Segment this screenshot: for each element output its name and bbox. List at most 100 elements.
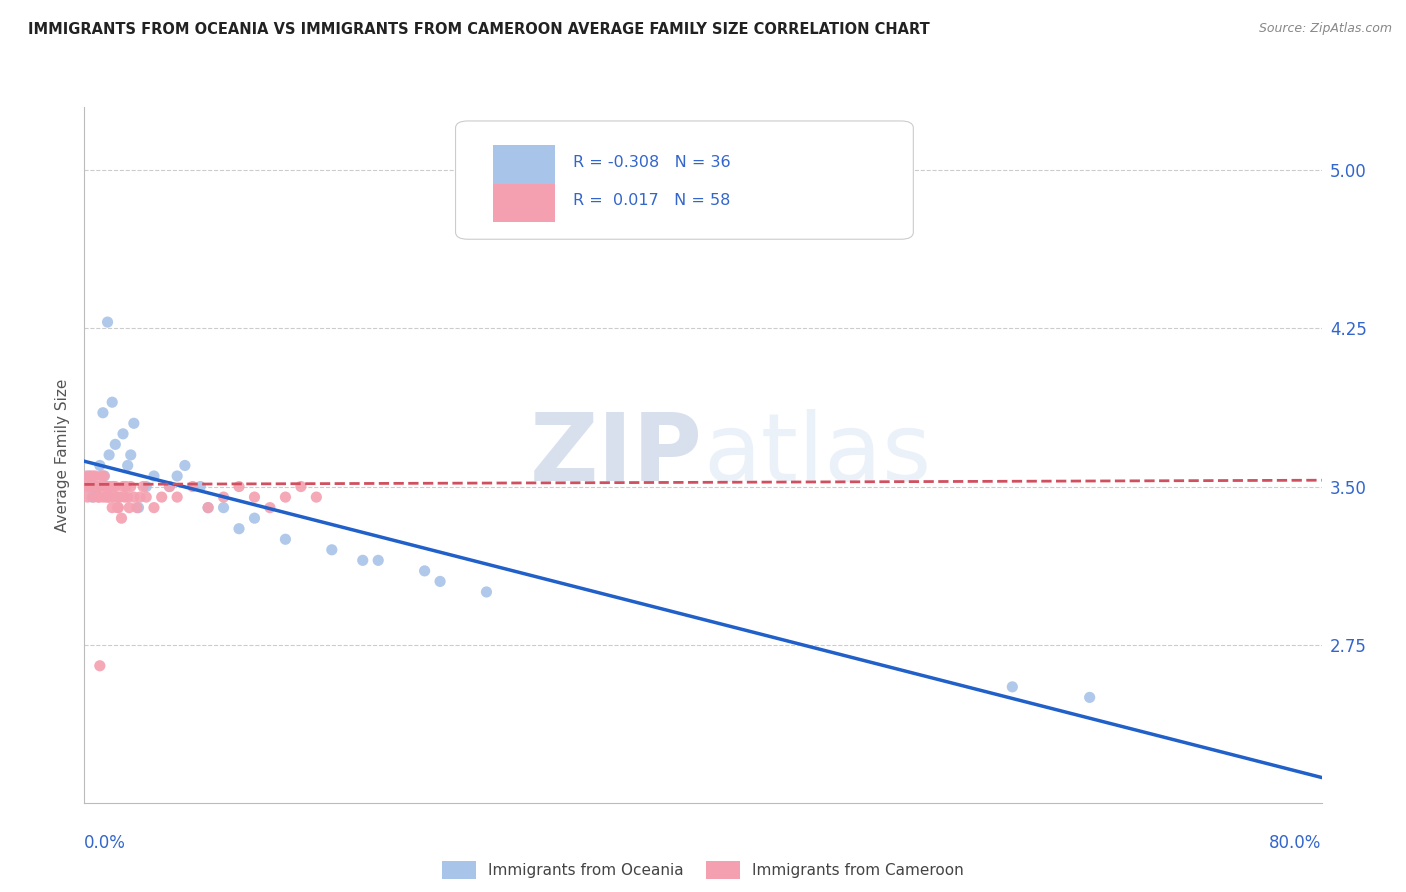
Point [188, 479, 212, 493]
Point [104, 479, 127, 493]
Point [122, 417, 145, 431]
Point [117, 458, 139, 473]
Point [132, 479, 155, 493]
Text: atlas: atlas [703, 409, 931, 501]
Point [274, 533, 297, 547]
Text: IMMIGRANTS FROM OCEANIA VS IMMIGRANTS FROM CAMEROON AVERAGE FAMILY SIZE CORRELAT: IMMIGRANTS FROM OCEANIA VS IMMIGRANTS FR… [28, 22, 929, 37]
Point [94, 490, 117, 504]
Point [89, 479, 111, 493]
Point [84, 469, 107, 483]
Point [143, 469, 166, 483]
Point [118, 500, 141, 515]
Point [117, 490, 139, 504]
Point [115, 479, 138, 493]
Point [110, 511, 132, 525]
Point [259, 500, 281, 515]
Point [91, 490, 114, 504]
Point [413, 564, 436, 578]
Point [181, 479, 204, 493]
Point [107, 490, 129, 504]
Point [82, 469, 104, 483]
Point [105, 490, 128, 504]
Point [135, 490, 157, 504]
Point [243, 490, 266, 504]
Point [174, 458, 197, 473]
Point [83, 490, 105, 504]
Point [367, 553, 389, 567]
Point [228, 479, 250, 493]
Legend: Immigrants from Oceania, Immigrants from Cameroon: Immigrants from Oceania, Immigrants from… [436, 855, 970, 886]
Point [86, 479, 108, 493]
Point [112, 426, 135, 441]
Point [107, 500, 129, 515]
Point [89, 458, 111, 473]
Point [166, 490, 188, 504]
Point [120, 448, 142, 462]
Point [321, 542, 343, 557]
Point [197, 500, 219, 515]
Point [101, 395, 124, 409]
Point [135, 479, 157, 493]
Point [84, 479, 107, 493]
Text: 0.0%: 0.0% [84, 834, 127, 853]
Point [100, 479, 122, 493]
Point [77, 469, 100, 483]
Text: 80.0%: 80.0% [1270, 834, 1322, 853]
Point [159, 479, 181, 493]
Point [97, 490, 120, 504]
Text: ZIP: ZIP [530, 409, 703, 501]
Point [76, 490, 98, 504]
Point [243, 511, 266, 525]
Point [107, 500, 129, 515]
Point [228, 522, 250, 536]
Point [82, 479, 104, 493]
Point [93, 479, 115, 493]
Point [150, 490, 173, 504]
Point [75, 479, 97, 493]
Point [212, 500, 235, 515]
Point [101, 479, 124, 493]
Text: R =  0.017   N = 58: R = 0.017 N = 58 [574, 194, 731, 209]
Point [87, 490, 110, 504]
Point [274, 490, 297, 504]
Point [159, 479, 181, 493]
Point [128, 500, 150, 515]
Point [120, 479, 142, 493]
Y-axis label: Average Family Size: Average Family Size [55, 378, 70, 532]
Point [101, 500, 124, 515]
Text: R = -0.308   N = 36: R = -0.308 N = 36 [574, 155, 731, 170]
Point [76, 469, 98, 483]
FancyBboxPatch shape [492, 184, 554, 222]
Point [197, 500, 219, 515]
Point [87, 490, 110, 504]
Point [125, 500, 148, 515]
Point [89, 658, 111, 673]
Point [98, 490, 121, 504]
Point [1001, 680, 1024, 694]
Point [82, 490, 104, 504]
Point [87, 479, 110, 493]
Point [79, 469, 101, 483]
Point [143, 500, 166, 515]
Point [129, 490, 152, 504]
Point [104, 437, 127, 451]
Point [1078, 690, 1101, 705]
Point [103, 490, 125, 504]
Point [429, 574, 451, 589]
Point [90, 469, 112, 483]
Point [122, 490, 145, 504]
Point [91, 406, 114, 420]
Point [114, 490, 136, 504]
Point [97, 479, 120, 493]
Point [79, 479, 101, 493]
Point [352, 553, 374, 567]
Point [93, 469, 115, 483]
Point [77, 479, 100, 493]
Point [98, 448, 121, 462]
Point [166, 469, 188, 483]
Point [290, 479, 312, 493]
Point [108, 490, 131, 504]
Point [305, 490, 328, 504]
FancyBboxPatch shape [456, 121, 914, 239]
Point [84, 479, 107, 493]
